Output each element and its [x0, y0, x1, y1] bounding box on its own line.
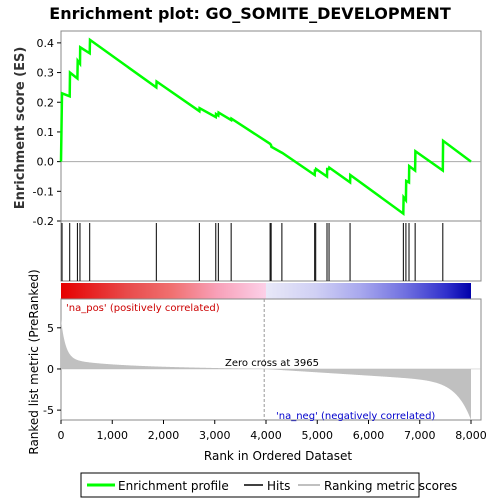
zero-cross-label: Zero cross at 3965 [225, 358, 319, 369]
legend-hits-label: Hits [267, 479, 290, 493]
es-panel [60, 30, 482, 222]
es-tick-label: 0.1 [37, 126, 55, 139]
es-tick-label: -0.2 [33, 215, 54, 228]
metric-axis-ticks: -5 0 5 [43, 322, 481, 417]
hit-marks [61, 223, 444, 281]
ranking-metric-area [61, 319, 471, 420]
metric-axis-label: Ranked list metric (PreRanked) [27, 269, 41, 454]
es-axis-ticks: -0.2 -0.1 0.0 0.1 0.2 0.3 0.4 [33, 37, 61, 228]
enrichment-profile-line [59, 37, 472, 217]
legend-enrichment-label: Enrichment profile [118, 479, 229, 493]
x-axis-ticks: 0 1,000 2,000 3,000 4,000 5,000 6,000 7,000 8,00… [58, 420, 487, 442]
x-tick-label: 6,000 [353, 429, 385, 442]
chart-title: Enrichment plot: GO_SOMITE_DEVELOPMENT [49, 4, 451, 23]
es-tick-label: 0.2 [37, 96, 55, 109]
es-tick-label: 0.0 [37, 156, 55, 169]
es-tick-label: 0.4 [37, 37, 55, 50]
metric-tick-label: 5 [47, 322, 54, 335]
x-tick-label: 8,000 [455, 429, 487, 442]
metric-tick-label: -5 [43, 404, 54, 417]
legend-ranking-label: Ranking metric scores [324, 479, 457, 493]
x-tick-label: 5,000 [302, 429, 334, 442]
metric-tick-label: 0 [47, 363, 54, 376]
es-axis-label: Enrichment score (ES) [13, 47, 28, 210]
es-tick-label: -0.1 [33, 185, 54, 198]
x-tick-label: 7,000 [404, 429, 436, 442]
x-tick-label: 2,000 [148, 429, 180, 442]
x-axis-label: Rank in Ordered Dataset [204, 449, 352, 463]
negative-label: 'na_neg' (negatively correlated) [276, 411, 435, 422]
x-tick-label: 0 [58, 429, 65, 442]
x-tick-label: 3,000 [199, 429, 231, 442]
es-tick-label: 0.3 [37, 67, 55, 80]
x-tick-label: 1,000 [97, 429, 129, 442]
metric-panel [60, 298, 482, 421]
positive-label: 'na_pos' (positively correlated) [66, 303, 220, 314]
x-tick-label: 4,000 [250, 429, 282, 442]
rank-color-bar [61, 283, 471, 299]
